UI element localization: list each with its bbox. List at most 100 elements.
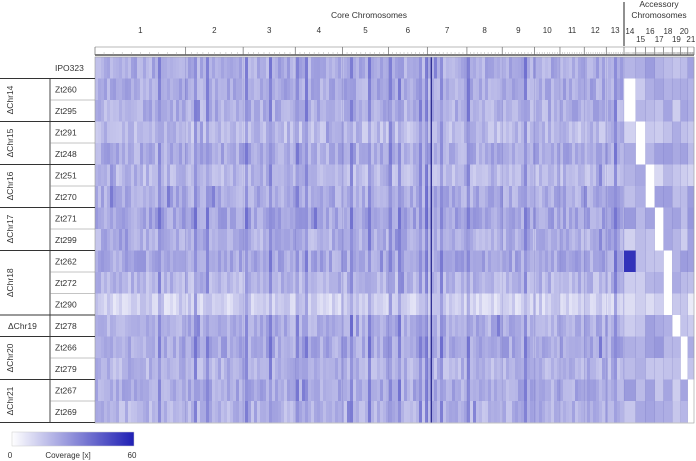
heatmap-cell: [608, 229, 612, 251]
heatmap-cell: [239, 379, 243, 401]
heatmap-cell: [434, 100, 438, 122]
heatmap-cell: [569, 121, 573, 143]
heatmap-cell: [347, 78, 351, 100]
heatmap-cell: [215, 229, 219, 251]
heatmap-cell: [227, 164, 231, 186]
heatmap-cell: [521, 57, 525, 79]
heatmap-cell: [134, 379, 138, 401]
heatmap-cell: [467, 207, 471, 229]
heatmap-cell: [230, 315, 234, 337]
heatmap-cell: [257, 401, 261, 423]
heatmap-cell: [233, 207, 237, 229]
heatmap-cell: [395, 379, 399, 401]
heatmap-cell: [164, 207, 168, 229]
heatmap-cell-accessory: [624, 229, 636, 251]
heatmap-cell: [218, 293, 222, 315]
heatmap-cell: [197, 143, 201, 165]
heatmap-cell: [167, 272, 171, 294]
heatmap-cell: [575, 121, 579, 143]
heatmap-cell: [560, 57, 564, 79]
heatmap-cell: [314, 207, 318, 229]
heatmap-cell: [248, 315, 252, 337]
heatmap-cell: [287, 143, 291, 165]
heatmap-cell: [380, 186, 384, 208]
heatmap-cell: [194, 143, 198, 165]
heatmap-cell: [446, 358, 450, 380]
sample-label: Zt271: [55, 213, 77, 223]
heatmap-cell: [203, 293, 207, 315]
heatmap-cell: [347, 250, 351, 272]
heatmap-cell: [134, 401, 138, 423]
heatmap-cell: [257, 379, 261, 401]
heatmap-cell: [419, 250, 423, 272]
heatmap-cell: [590, 250, 594, 272]
heatmap-cell: [380, 401, 384, 423]
heatmap-cell: [398, 401, 402, 423]
heatmap-cell: [551, 121, 555, 143]
heatmap-cell: [431, 121, 435, 143]
heatmap-cell-accessory: [687, 207, 695, 229]
heatmap-cell: [455, 143, 459, 165]
heatmap-cell: [614, 250, 618, 272]
heatmap-cell: [278, 379, 282, 401]
heatmap-cell: [602, 379, 606, 401]
heatmap-cell: [572, 315, 576, 337]
heatmap-cell: [554, 250, 558, 272]
heatmap-cell: [110, 207, 114, 229]
heatmap-cell: [215, 143, 219, 165]
heatmap-cell: [407, 121, 411, 143]
heatmap-cell: [296, 358, 300, 380]
heatmap-cell: [476, 315, 480, 337]
heatmap-cell: [611, 186, 615, 208]
heatmap-cell: [542, 293, 546, 315]
heatmap-cell: [176, 315, 180, 337]
heatmap-cell: [245, 358, 249, 380]
heatmap-cell: [230, 143, 234, 165]
heatmap-cell: [380, 57, 384, 79]
heatmap-cell: [353, 358, 357, 380]
heatmap-cell-accessory: [687, 379, 695, 401]
heatmap-cell: [515, 336, 519, 358]
heatmap-cell: [188, 401, 192, 423]
heatmap-cell: [392, 186, 396, 208]
chromosome-tick-label: 5: [363, 26, 368, 35]
heatmap-cell: [503, 207, 507, 229]
heatmap-cell: [302, 293, 306, 315]
heatmap-cell: [308, 121, 312, 143]
heatmap-cell: [563, 207, 567, 229]
heatmap-cell: [263, 78, 267, 100]
heatmap-cell: [428, 57, 432, 79]
heatmap-cell: [140, 293, 144, 315]
heatmap-cell: [452, 315, 456, 337]
heatmap-cell: [539, 336, 543, 358]
heatmap-cell: [404, 315, 408, 337]
heatmap-cell: [158, 143, 162, 165]
heatmap-cell: [488, 401, 492, 423]
heatmap-cell: [614, 164, 618, 186]
heatmap-cell: [455, 229, 459, 251]
heatmap-cell: [128, 379, 132, 401]
heatmap-cell: [203, 143, 207, 165]
heatmap-cell: [554, 379, 558, 401]
heatmap-cell: [476, 250, 480, 272]
heatmap-cell: [326, 186, 330, 208]
heatmap-cell: [398, 78, 402, 100]
heatmap-cell: [617, 100, 621, 122]
heatmap-cell: [263, 143, 267, 165]
heatmap-cell: [128, 186, 132, 208]
heatmap-cell: [497, 401, 501, 423]
heatmap-cell: [101, 272, 105, 294]
heatmap-cell: [413, 336, 417, 358]
heatmap-cell: [569, 250, 573, 272]
heatmap-cell: [548, 143, 552, 165]
heatmap-cell: [611, 379, 615, 401]
heatmap-cell: [167, 186, 171, 208]
heatmap-cell: [245, 186, 249, 208]
heatmap-cell: [536, 229, 540, 251]
heatmap-cell: [440, 358, 444, 380]
heatmap-cell: [104, 186, 108, 208]
heatmap-cell: [524, 121, 528, 143]
heatmap-cell: [473, 379, 477, 401]
heatmap-cell: [524, 57, 528, 79]
heatmap-cell: [356, 358, 360, 380]
